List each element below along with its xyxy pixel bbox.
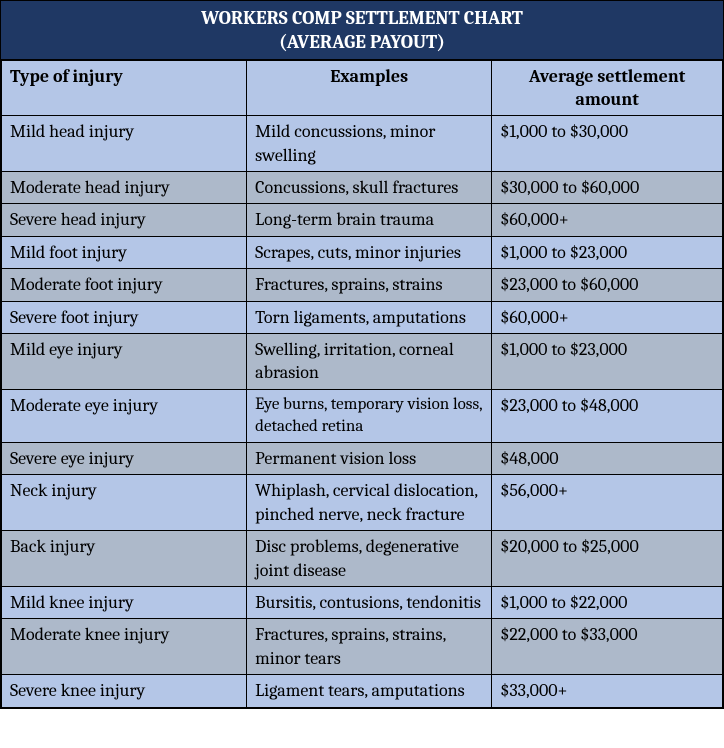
cell-type: Moderate eye injury <box>2 389 247 442</box>
table-row: Mild eye injurySwelling, irritation, cor… <box>2 334 723 390</box>
cell-amount: $56,000+ <box>492 475 723 531</box>
table-row: Moderate knee injuryFractures, sprains, … <box>2 619 723 675</box>
table-row: Severe knee injuryLigament tears, amputa… <box>2 675 723 707</box>
cell-type: Severe foot injury <box>2 301 247 333</box>
cell-type: Back injury <box>2 531 247 587</box>
cell-amount: $33,000+ <box>492 675 723 707</box>
chart-title: WORKERS COMP SETTLEMENT CHART (AVERAGE P… <box>1 1 723 60</box>
table-row: Mild head injuryMild concussions, minor … <box>2 116 723 172</box>
settlement-table: Type of injury Examples Average settleme… <box>1 60 723 708</box>
table-row: Severe foot injuryTorn ligaments, amputa… <box>2 301 723 333</box>
cell-type: Mild foot injury <box>2 236 247 268</box>
cell-type: Mild eye injury <box>2 334 247 390</box>
cell-examples: Fractures, sprains, strains, minor tears <box>247 619 492 675</box>
table-row: Moderate eye injuryEye burns, temporary … <box>2 389 723 442</box>
table-row: Severe head injuryLong-term brain trauma… <box>2 204 723 236</box>
header-row: Type of injury Examples Average settleme… <box>2 60 723 116</box>
cell-type: Neck injury <box>2 475 247 531</box>
table-row: Back injuryDisc problems, degenerative j… <box>2 531 723 587</box>
header-examples: Examples <box>247 60 492 116</box>
table-body: Mild head injuryMild concussions, minor … <box>2 116 723 707</box>
cell-examples: Whiplash, cervical dislocation, pinched … <box>247 475 492 531</box>
cell-examples: Permanent vision loss <box>247 442 492 474</box>
table-row: Moderate foot injuryFractures, sprains, … <box>2 269 723 301</box>
cell-type: Moderate foot injury <box>2 269 247 301</box>
title-line-2: (AVERAGE PAYOUT) <box>279 31 445 53</box>
title-line-1: WORKERS COMP SETTLEMENT CHART <box>201 7 523 29</box>
cell-type: Moderate knee injury <box>2 619 247 675</box>
cell-amount: $1,000 to $22,000 <box>492 586 723 618</box>
cell-examples: Disc problems, degenerative joint diseas… <box>247 531 492 587</box>
cell-examples: Concussions, skull fractures <box>247 172 492 204</box>
settlement-chart: WORKERS COMP SETTLEMENT CHART (AVERAGE P… <box>0 0 724 709</box>
cell-amount: $1,000 to $23,000 <box>492 334 723 390</box>
cell-amount: $1,000 to $30,000 <box>492 116 723 172</box>
header-type: Type of injury <box>2 60 247 116</box>
cell-examples: Eye burns, temporary vision loss, detach… <box>247 389 492 442</box>
cell-amount: $60,000+ <box>492 204 723 236</box>
cell-examples: Fractures, sprains, strains <box>247 269 492 301</box>
cell-examples: Swelling, irritation, corneal abrasion <box>247 334 492 390</box>
cell-examples: Bursitis, contusions, tendonitis <box>247 586 492 618</box>
cell-amount: $20,000 to $25,000 <box>492 531 723 587</box>
cell-examples: Ligament tears, amputations <box>247 675 492 707</box>
cell-amount: $23,000 to $60,000 <box>492 269 723 301</box>
table-row: Severe eye injuryPermanent vision loss$4… <box>2 442 723 474</box>
cell-amount: $23,000 to $48,000 <box>492 389 723 442</box>
table-row: Moderate head injuryConcussions, skull f… <box>2 172 723 204</box>
cell-examples: Mild concussions, minor swelling <box>247 116 492 172</box>
cell-examples: Scrapes, cuts, minor injuries <box>247 236 492 268</box>
header-amount: Average settlement amount <box>492 60 723 116</box>
cell-type: Severe knee injury <box>2 675 247 707</box>
cell-examples: Torn ligaments, amputations <box>247 301 492 333</box>
cell-type: Moderate head injury <box>2 172 247 204</box>
cell-amount: $48,000 <box>492 442 723 474</box>
table-row: Mild foot injuryScrapes, cuts, minor inj… <box>2 236 723 268</box>
cell-examples: Long-term brain trauma <box>247 204 492 236</box>
cell-amount: $30,000 to $60,000 <box>492 172 723 204</box>
table-row: Mild knee injuryBursitis, contusions, te… <box>2 586 723 618</box>
cell-type: Mild head injury <box>2 116 247 172</box>
cell-type: Mild knee injury <box>2 586 247 618</box>
table-row: Neck injuryWhiplash, cervical dislocatio… <box>2 475 723 531</box>
cell-type: Severe eye injury <box>2 442 247 474</box>
cell-amount: $1,000 to $23,000 <box>492 236 723 268</box>
cell-amount: $22,000 to $33,000 <box>492 619 723 675</box>
cell-amount: $60,000+ <box>492 301 723 333</box>
cell-type: Severe head injury <box>2 204 247 236</box>
